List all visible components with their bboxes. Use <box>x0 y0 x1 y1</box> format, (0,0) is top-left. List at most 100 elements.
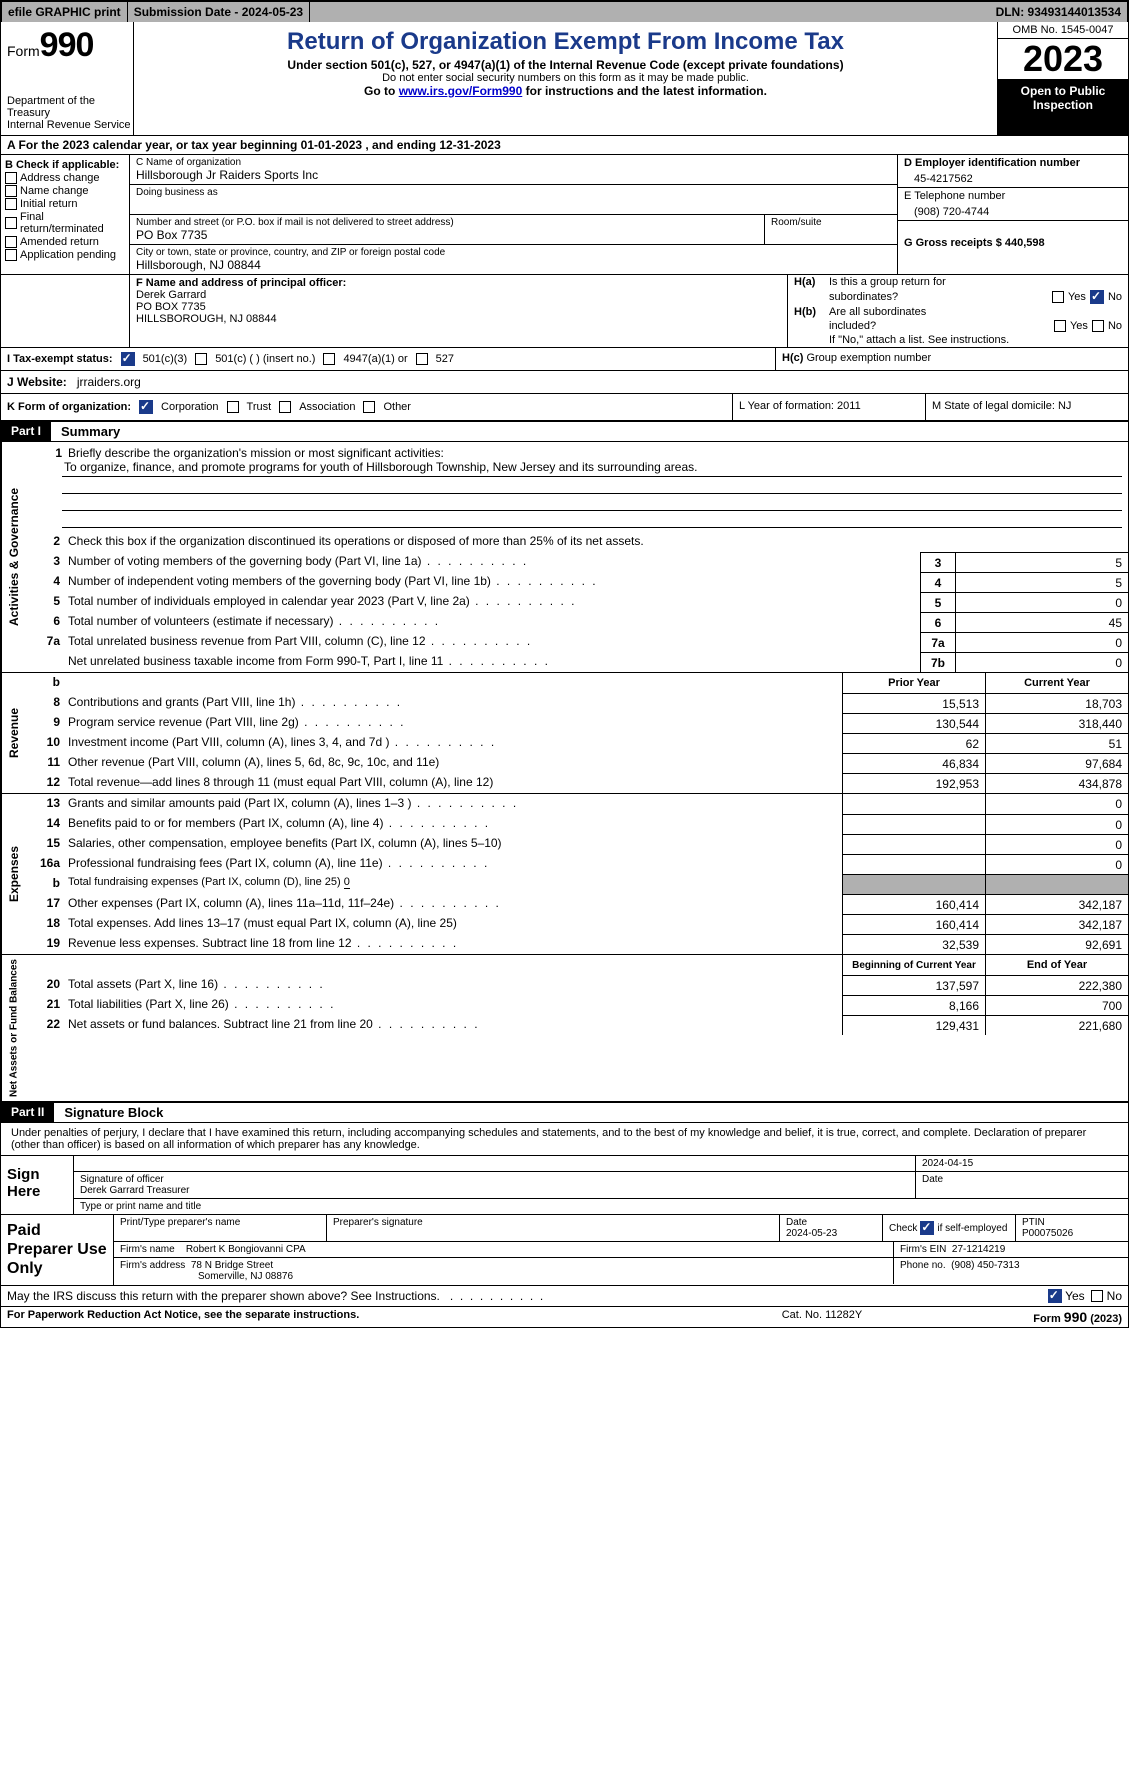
officer-addr1: PO BOX 7735 <box>136 301 781 313</box>
footer-form-year: (2023) <box>1087 1313 1122 1325</box>
line16b-prior-shaded <box>842 874 985 894</box>
line8-current: 18,703 <box>985 693 1128 713</box>
i-label: I Tax-exempt status: <box>7 353 113 365</box>
501c-other-box[interactable] <box>195 353 207 365</box>
current-year-header: Current Year <box>985 673 1128 693</box>
527-label: 527 <box>436 353 454 365</box>
paid-preparer-label: Paid Preparer Use Only <box>1 1215 114 1285</box>
line12-current: 434,878 <box>985 773 1128 793</box>
other-box[interactable] <box>363 401 375 413</box>
irs-link[interactable]: www.irs.gov/Form990 <box>399 84 523 98</box>
checkbox-addr-change[interactable] <box>5 172 17 184</box>
line19-prior: 32,539 <box>842 934 985 954</box>
form-number: 990 <box>40 26 94 64</box>
firm-ein-label: Firm's EIN <box>900 1244 946 1255</box>
part2-badge: Part II <box>1 1103 54 1122</box>
ein-value: 45-4217562 <box>904 169 1122 185</box>
state-domicile: M State of legal domicile: NJ <box>925 394 1128 420</box>
sig-date: 2024-04-15 <box>916 1156 1128 1171</box>
efile-print-button[interactable]: efile GRAPHIC print <box>2 2 128 22</box>
self-employed-box[interactable] <box>920 1221 934 1235</box>
b-label: B Check if applicable: <box>5 159 125 171</box>
form-title-block: Return of Organization Exempt From Incom… <box>134 22 998 135</box>
ha-label: H(a) <box>794 276 829 288</box>
line14-prior <box>842 814 985 834</box>
line19-desc: Revenue less expenses. Subtract line 18 … <box>68 936 352 950</box>
part1-title: Summary <box>51 422 130 441</box>
line16a-current: 0 <box>985 854 1128 874</box>
gross-receipts: G Gross receipts $ 440,598 <box>904 223 1122 249</box>
line22-prior: 129,431 <box>842 1015 985 1035</box>
dept-treasury: Department of the Treasury <box>7 95 127 119</box>
hb-yes-box[interactable] <box>1054 320 1066 332</box>
may-yes-box[interactable] <box>1048 1289 1062 1303</box>
side-net-assets: Net Assets or Fund Balances <box>1 955 26 1101</box>
line5-desc: Total number of individuals employed in … <box>68 594 470 608</box>
assoc-box[interactable] <box>279 401 291 413</box>
footer-form-num: 990 <box>1064 1309 1087 1325</box>
form-number-block: Form990 Department of the Treasury Inter… <box>1 22 134 135</box>
line9-current: 318,440 <box>985 713 1128 733</box>
hb-text1: Are all subordinates <box>829 306 1122 318</box>
ha-yes-box[interactable] <box>1052 291 1064 303</box>
ha-yes-label: Yes <box>1068 291 1086 303</box>
hb-no-box[interactable] <box>1092 320 1104 332</box>
prior-year-header: Prior Year <box>842 673 985 693</box>
line11-current: 97,684 <box>985 753 1128 773</box>
firm-addr2: Somerville, NJ 08876 <box>198 1271 293 1282</box>
line16b-current-shaded <box>985 874 1128 894</box>
mission-text: To organize, finance, and promote progra… <box>62 460 1122 477</box>
website-row: J Website: jrraiders.org <box>1 371 1128 394</box>
checkbox-final[interactable] <box>5 217 17 229</box>
line21-current: 700 <box>985 995 1128 1015</box>
omb-number: OMB No. 1545-0047 <box>998 22 1128 39</box>
ha-no-box[interactable] <box>1090 290 1104 304</box>
line19-current: 92,691 <box>985 934 1128 954</box>
part2-title: Signature Block <box>54 1103 173 1122</box>
prep-date-value: 2024-05-23 <box>786 1228 837 1239</box>
corp-label: Corporation <box>161 401 218 413</box>
officer-name-title: Derek Garrard Treasurer <box>80 1185 909 1196</box>
checkbox-amended[interactable] <box>5 236 17 248</box>
may-discuss-text: May the IRS discuss this return with the… <box>7 1289 440 1303</box>
line5-value: 0 <box>955 592 1128 612</box>
line7b-desc: Net unrelated business taxable income fr… <box>68 654 443 668</box>
trust-box[interactable] <box>227 401 239 413</box>
line13-current: 0 <box>985 794 1128 814</box>
summary-body: Activities & Governance 1 Briefly descri… <box>1 442 1128 1101</box>
sig-officer-label: Signature of officer <box>80 1174 909 1185</box>
checkbox-name-change[interactable] <box>5 185 17 197</box>
checkbox-pending[interactable] <box>5 249 17 261</box>
4947-box[interactable] <box>323 353 335 365</box>
line7a-desc: Total unrelated business revenue from Pa… <box>68 634 426 648</box>
part1-badge: Part I <box>1 422 51 441</box>
line2-text: Check this box if the organization disco… <box>68 534 644 548</box>
prep-date-label: Date <box>786 1217 807 1228</box>
checkbox-initial[interactable] <box>5 198 17 210</box>
527-box[interactable] <box>416 353 428 365</box>
pending-label: Application pending <box>20 249 116 261</box>
street-label: Number and street (or P.O. box if mail i… <box>136 217 758 228</box>
org-name-label: C Name of organization <box>136 157 891 168</box>
line21-prior: 8,166 <box>842 995 985 1015</box>
line12-prior: 192,953 <box>842 773 985 793</box>
corp-box[interactable] <box>139 400 153 414</box>
line6-desc: Total number of volunteers (estimate if … <box>68 614 333 628</box>
public-inspection: Open to Public Inspection <box>998 80 1128 135</box>
may-no-box[interactable] <box>1091 1290 1103 1302</box>
line17-prior: 160,414 <box>842 894 985 914</box>
line8-prior: 15,513 <box>842 693 985 713</box>
sign-here-label: Sign Here <box>1 1156 74 1214</box>
side-expenses: Expenses <box>1 794 26 954</box>
prep-sig-label: Preparer's signature <box>327 1215 780 1241</box>
submission-date: Submission Date - 2024-05-23 <box>128 2 310 22</box>
form-subtitle: Under section 501(c), 527, or 4947(a)(1)… <box>140 58 991 72</box>
ha-text1: Is this a group return for <box>829 276 1122 288</box>
page-footer: For Paperwork Reduction Act Notice, see … <box>1 1307 1128 1327</box>
line1-label: Briefly describe the organization's miss… <box>68 446 444 460</box>
501c3-box[interactable] <box>121 352 135 366</box>
officer-addr2: HILLSBOROUGH, NJ 08844 <box>136 313 781 325</box>
hb-yes-label: Yes <box>1070 320 1088 332</box>
dba-label: Doing business as <box>136 187 891 198</box>
tax-year: 2023 <box>998 39 1128 80</box>
